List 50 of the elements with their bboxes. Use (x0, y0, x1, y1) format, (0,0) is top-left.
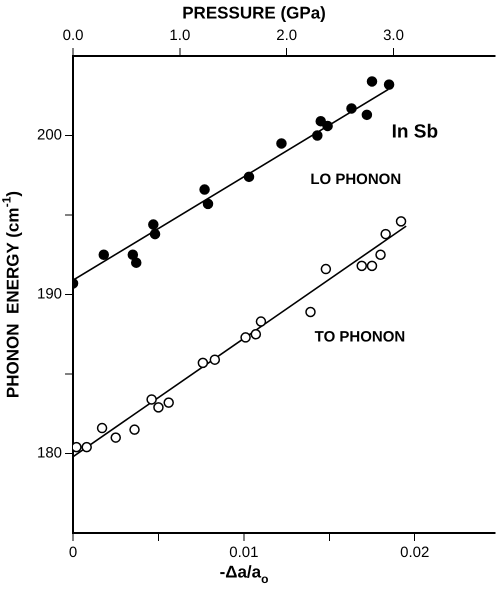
point (366, 260, 378, 272)
point (315, 116, 326, 126)
point (244, 172, 254, 182)
point (305, 306, 316, 318)
point (153, 402, 164, 413)
point (346, 103, 357, 114)
point (356, 260, 367, 272)
x2-tick-label: 2.0 (276, 27, 298, 44)
x-tick-label: 0.01 (229, 544, 258, 562)
point (320, 264, 332, 274)
y-tick-label: 190 (36, 286, 62, 303)
point (146, 394, 157, 405)
point (256, 316, 266, 327)
point (81, 442, 92, 452)
point (198, 358, 208, 368)
point (322, 120, 333, 132)
y-tick-label: 180 (36, 444, 62, 462)
point (380, 228, 391, 240)
x2-tick-label: 0.0 (62, 27, 84, 44)
y-tick-label: 200 (36, 126, 62, 144)
point (202, 198, 214, 210)
point (276, 138, 287, 149)
point (384, 79, 394, 90)
annotation: In Sb (392, 122, 438, 143)
point (163, 397, 174, 408)
annotation: LO PHONON (310, 171, 402, 188)
point (362, 110, 372, 120)
point (250, 329, 262, 340)
point (110, 432, 121, 443)
y-axis-title: PHONON ENERGY (cm-1) (0, 190, 23, 398)
point (199, 184, 210, 195)
x2-axis-title: PRESSURE (GPa) (182, 4, 326, 23)
point (96, 422, 108, 434)
point (98, 250, 110, 260)
point (148, 219, 159, 230)
x-tick-label: 0.02 (400, 544, 430, 562)
point (396, 216, 406, 227)
point (130, 257, 142, 268)
point (129, 424, 140, 435)
annotation: TO PHONON (314, 328, 406, 346)
x-tick-label: 0 (68, 544, 78, 562)
point (366, 76, 378, 87)
point (312, 130, 323, 141)
point (240, 332, 251, 343)
point (128, 250, 138, 260)
point (150, 228, 160, 240)
x2-tick-label: 1.0 (169, 27, 190, 44)
x2-tick-label: 3.0 (383, 27, 404, 44)
point (375, 250, 386, 260)
point (210, 354, 220, 365)
